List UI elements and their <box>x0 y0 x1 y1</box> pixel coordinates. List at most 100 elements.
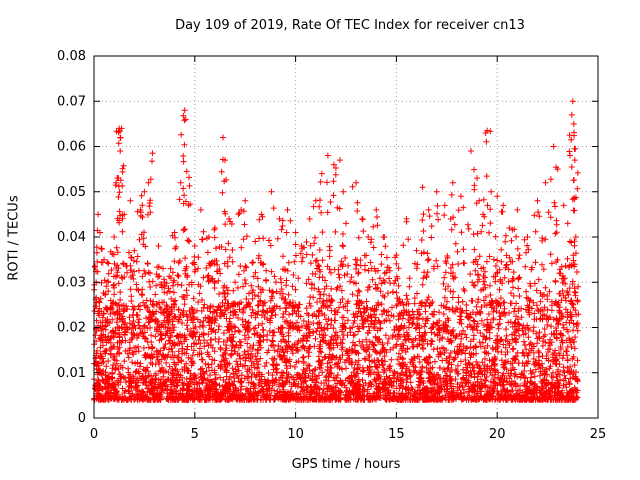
data-point <box>441 202 448 209</box>
data-point <box>95 211 102 218</box>
x-tick-label: 5 <box>191 427 199 442</box>
data-point <box>560 202 567 209</box>
data-point <box>137 206 144 213</box>
chart-title: Day 109 of 2019, Rate Of TEC Index for r… <box>175 18 525 33</box>
data-point <box>242 197 249 204</box>
roti-noise-band <box>91 112 582 403</box>
data-point <box>97 229 104 236</box>
data-point <box>433 188 440 195</box>
data-point <box>359 215 366 222</box>
x-tick-label: 10 <box>287 427 304 442</box>
y-tick-label: 0.05 <box>57 185 86 200</box>
data-point <box>554 166 561 173</box>
y-tick-label: 0.06 <box>57 140 86 155</box>
data-point <box>177 179 184 186</box>
data-point <box>419 184 426 191</box>
data-point <box>191 243 198 250</box>
data-point <box>220 134 227 141</box>
data-point <box>171 229 178 236</box>
data-point <box>318 170 325 177</box>
data-point <box>570 120 577 127</box>
data-point <box>494 193 501 200</box>
y-tick-label: 0.03 <box>57 275 86 290</box>
data-point <box>542 179 549 186</box>
data-point <box>564 220 571 227</box>
data-point <box>514 206 521 213</box>
data-point <box>121 211 128 218</box>
data-point <box>145 179 152 186</box>
data-point <box>425 206 432 213</box>
data-point <box>167 265 174 272</box>
data-point <box>353 179 360 186</box>
data-point <box>226 215 233 222</box>
data-point <box>467 148 474 155</box>
data-point <box>113 179 120 186</box>
data-point <box>413 247 420 254</box>
data-point <box>232 279 239 286</box>
data-point <box>181 107 188 114</box>
data-point <box>524 234 531 240</box>
data-points <box>91 98 582 403</box>
data-point <box>336 157 343 164</box>
data-point <box>568 111 575 118</box>
data-point <box>373 206 380 213</box>
data-point <box>298 243 305 250</box>
data-point <box>457 193 464 200</box>
data-point <box>506 224 513 231</box>
data-point <box>197 206 204 213</box>
data-point <box>117 134 124 141</box>
data-point <box>569 98 576 105</box>
y-tick-label: 0.01 <box>57 366 86 381</box>
data-point <box>365 234 372 240</box>
data-point <box>111 234 118 240</box>
y-tick-label: 0 <box>78 411 86 426</box>
data-point <box>571 157 578 164</box>
y-axis-ticks: 0 0.01 0.02 0.03 0.04 0.05 0.06 0.07 0.08 <box>57 49 598 426</box>
y-tick-label: 0.08 <box>57 49 86 64</box>
data-point <box>403 215 410 222</box>
data-point <box>480 211 487 218</box>
data-point <box>292 229 299 236</box>
y-tick-label: 0.02 <box>57 321 86 336</box>
x-tick-label: 20 <box>489 427 506 442</box>
x-tick-label: 25 <box>590 427 607 442</box>
x-tick-label: 0 <box>90 427 98 442</box>
data-point <box>381 234 388 240</box>
data-point <box>312 197 319 204</box>
data-point <box>276 215 283 222</box>
y-tick-label: 0.04 <box>57 230 86 245</box>
x-axis-ticks: 0 5 10 15 20 25 <box>90 56 606 442</box>
data-point <box>105 279 112 286</box>
data-point <box>238 206 245 213</box>
data-point <box>222 157 229 164</box>
data-point <box>393 252 400 259</box>
data-point <box>268 188 275 195</box>
data-point <box>117 148 124 155</box>
data-point <box>205 234 212 240</box>
data-point <box>141 188 148 195</box>
data-point <box>183 168 190 175</box>
data-point <box>343 220 349 227</box>
data-point <box>252 238 259 245</box>
y-tick-label: 0.07 <box>57 94 86 109</box>
data-point <box>484 127 491 134</box>
data-point <box>258 211 265 218</box>
data-point <box>474 175 481 182</box>
data-point <box>182 116 189 123</box>
data-point <box>284 206 291 213</box>
data-point <box>534 197 541 204</box>
data-point <box>101 256 108 263</box>
data-point <box>131 247 138 254</box>
data-point <box>127 197 134 204</box>
data-point <box>488 188 495 195</box>
data-point <box>149 150 156 157</box>
data-point <box>449 179 456 186</box>
data-point <box>155 243 162 250</box>
data-point <box>500 202 507 209</box>
data-point <box>330 161 337 168</box>
data-point <box>572 234 579 240</box>
data-point <box>211 224 218 231</box>
data-point <box>324 152 331 159</box>
data-point <box>306 215 313 222</box>
